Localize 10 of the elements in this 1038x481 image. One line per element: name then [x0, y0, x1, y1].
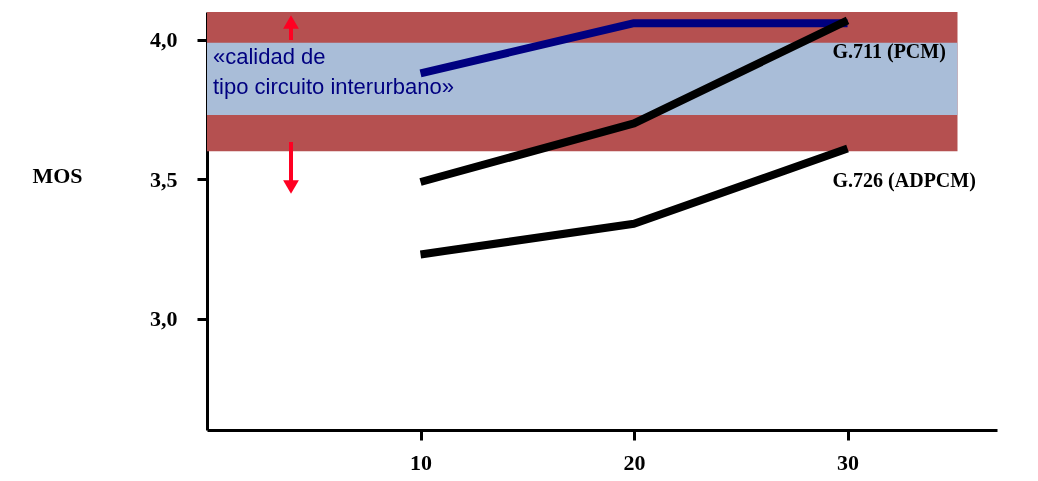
y-tick-label: 3,0 — [150, 306, 178, 332]
band-label: «calidad de tipo circuito interurbano» — [213, 43, 454, 99]
y-tick-label: 3,5 — [150, 166, 178, 192]
series-label: G.726 (ADPCM) — [832, 168, 976, 192]
x-tick-label: 10 — [410, 449, 433, 475]
series-label: G.711 (PCM) — [832, 40, 946, 64]
x-tick-label: 20 — [623, 449, 646, 475]
x-tick-label: 30 — [837, 449, 860, 475]
y-axis-title: MOS — [32, 163, 83, 189]
y-tick-label: 4,0 — [150, 27, 178, 53]
